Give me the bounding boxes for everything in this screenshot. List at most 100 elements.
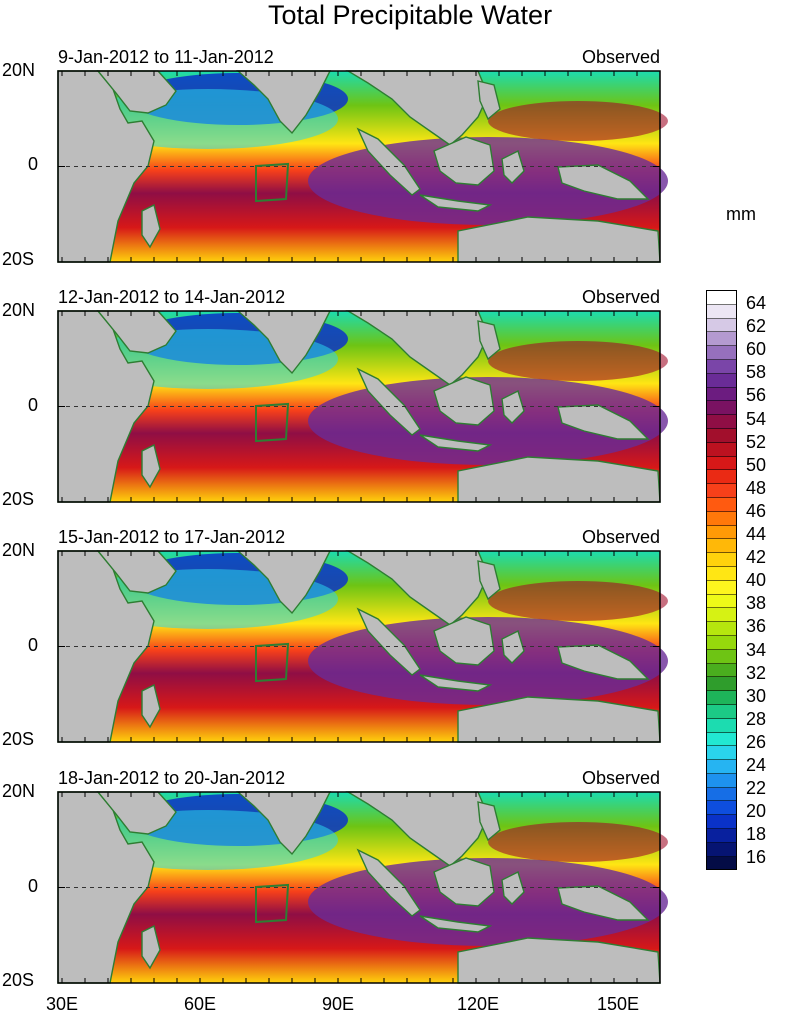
precipitable-water-map (57, 550, 668, 743)
lon-label-150e: 150E (596, 994, 640, 1014)
colorbar-tick-label: 32 (746, 662, 767, 683)
lat-label-20n: 20N (2, 60, 36, 80)
colorbar-segment (707, 511, 736, 526)
pacific-moist-band (488, 101, 668, 141)
panel-status: Observed (581, 527, 660, 547)
colorbar-segment (707, 608, 736, 623)
unit-label: mm (726, 204, 756, 224)
sulawesi-land (501, 630, 525, 664)
lat-label-20n: 20N (2, 781, 36, 801)
borneo-land (433, 616, 495, 666)
colorbar-tick-label: 22 (746, 778, 767, 799)
india-land (236, 550, 332, 615)
map-panel-2: 12-Jan-2012 to 14-Jan-2012 Observed (57, 287, 668, 503)
colorbar-segment (707, 484, 736, 498)
new-guinea-land (557, 644, 650, 680)
arabia-land (96, 791, 177, 835)
lat-label-20s: 20S (2, 249, 35, 269)
colorbar-tick-label: 34 (746, 639, 767, 660)
maldives-box (255, 883, 290, 924)
colorbar-segment (707, 787, 736, 802)
madagascar-land (141, 203, 161, 249)
colorbar-segment (707, 801, 736, 816)
colorbar-segment (707, 428, 736, 443)
lat-label-equator: 0 (28, 635, 39, 655)
pacific-moist-band (488, 581, 668, 621)
colorbar-tick-label: 36 (746, 616, 767, 637)
colorbar-tick-label: 62 (746, 316, 767, 337)
colorbar-tick-label: 44 (746, 524, 767, 544)
lon-label-30e: 30E (45, 994, 79, 1014)
colorbar-tick-label: 42 (746, 547, 767, 568)
sumatra-land (356, 367, 421, 436)
precipitable-water-map (57, 310, 668, 503)
colorbar-segment (707, 387, 736, 402)
india-land (236, 791, 332, 856)
colorbar-segment (707, 842, 736, 857)
colorbar-tick-label: 16 (746, 847, 767, 868)
colorbar-segment (707, 829, 736, 843)
precipitable-water-map (57, 70, 668, 263)
colorbar-tick-label: 18 (746, 824, 767, 845)
colorbar-segment (707, 594, 736, 609)
sumatra-land (356, 127, 421, 196)
lat-label-20s: 20S (2, 970, 35, 990)
colorbar-tick-label: 60 (746, 339, 767, 360)
colorbar-segment (707, 291, 736, 305)
colorbar-tick-label: 46 (746, 500, 767, 521)
arabia-land (96, 550, 177, 594)
colorbar-segment (707, 318, 736, 333)
colorbar-segment (707, 497, 736, 512)
colorbar-segment (707, 373, 736, 388)
lon-label-90e: 90E (321, 994, 355, 1014)
colorbar-tick-label: 58 (746, 362, 767, 383)
colorbar-segment (707, 691, 736, 705)
philippines-land (477, 80, 501, 121)
panel-date-range: 15-Jan-2012 to 17-Jan-2012 (58, 527, 286, 547)
colorbar-segment (707, 359, 736, 374)
colorbar-segment (707, 442, 736, 457)
colorbar-segment (707, 332, 736, 347)
java-land (419, 674, 493, 692)
colorbar-segment (707, 304, 736, 319)
pacific-moist-band (488, 341, 668, 381)
colorbar-segment (707, 415, 736, 429)
madagascar-land (141, 443, 161, 489)
colorbar-segment (707, 456, 736, 471)
colorbar-tick-label: 24 (746, 755, 767, 775)
philippines-land (477, 560, 501, 601)
lat-label-equator: 0 (28, 154, 39, 174)
colorbar-segment (707, 346, 736, 360)
lat-label-20n: 20N (2, 300, 36, 320)
sumatra-land (356, 848, 421, 917)
lat-label-20s: 20S (2, 729, 35, 749)
colorbar-tick-label: 26 (746, 731, 767, 752)
madagascar-land (141, 924, 161, 970)
colorbar-segment (707, 539, 736, 554)
colorbar (706, 290, 737, 870)
colorbar-tick-label: 48 (746, 477, 767, 498)
colorbar-tick-label: 28 (746, 708, 767, 729)
colorbar-segment (707, 649, 736, 664)
colorbar-segment (707, 553, 736, 567)
arabia-land (96, 70, 177, 114)
lat-label-20s: 20S (2, 489, 35, 509)
colorbar-segment (707, 760, 736, 774)
colorbar-tick-label: 50 (746, 454, 767, 475)
lat-label-20n: 20N (2, 540, 36, 560)
panel-date-range: 9-Jan-2012 to 11-Jan-2012 (58, 47, 274, 67)
colorbar-segment (707, 704, 736, 719)
sulawesi-land (501, 390, 525, 424)
panel-status: Observed (581, 47, 660, 67)
india-land (236, 70, 332, 135)
sulawesi-land (501, 871, 525, 905)
maldives-box (255, 162, 290, 203)
lon-label-120e: 120E (456, 994, 500, 1014)
maldives-box (255, 642, 290, 683)
new-guinea-land (557, 404, 650, 440)
colorbar-tick-label: 56 (746, 385, 767, 406)
panel-status: Observed (581, 768, 660, 788)
madagascar-land (141, 683, 161, 729)
new-guinea-land (557, 885, 650, 921)
colorbar-segment (707, 732, 736, 747)
